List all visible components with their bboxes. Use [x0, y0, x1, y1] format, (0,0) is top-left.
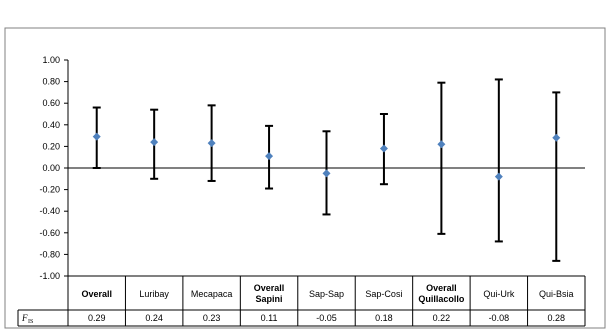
table-value: -0.08	[489, 313, 510, 323]
data-point	[150, 138, 159, 147]
table-value: 0.22	[433, 313, 451, 323]
table-value: 0.23	[203, 313, 221, 323]
category-label: Sap-Cosi	[365, 289, 402, 299]
y-tick-label: 1.00	[42, 55, 60, 65]
y-tick-label: -0.80	[39, 249, 60, 259]
y-tick-label: 0.40	[42, 120, 60, 130]
data-marks	[92, 78, 561, 262]
table-row-subscript: IS	[28, 319, 33, 325]
data-point	[379, 144, 388, 153]
y-tick-label: 0.00	[42, 163, 60, 173]
table-value: 0.18	[375, 313, 393, 323]
data-point	[494, 172, 503, 181]
category-label: Qui-Bsia	[539, 289, 574, 299]
y-tick-label: 0.80	[42, 77, 60, 87]
table-value: -0.05	[316, 313, 337, 323]
data-table: F IS Overall 0.29 Luribay 0.24 Mecapaca 0.23 Ove…	[17, 275, 586, 327]
data-point	[437, 140, 446, 149]
table-value: 0.11	[261, 313, 278, 323]
category-label: Mecapaca	[191, 289, 233, 299]
category-label: Luribay	[139, 289, 169, 299]
y-tick-label: 0.60	[42, 98, 60, 108]
category-label: Qui-Urk	[483, 289, 514, 299]
table-row-label: F	[21, 313, 28, 323]
chart-border	[4, 27, 606, 329]
data-point	[552, 133, 561, 142]
table-value: 0.24	[145, 313, 163, 323]
table-value: 0.28	[548, 313, 566, 323]
category-label: Overall	[81, 289, 112, 299]
y-tick-label: 0.20	[42, 141, 60, 151]
y-tick-label: -0.60	[39, 228, 60, 238]
category-label: Sap-Sap	[309, 289, 344, 299]
y-tick-label: -0.20	[39, 185, 60, 195]
y-tick-label: -1.00	[39, 271, 60, 281]
data-point	[322, 169, 331, 178]
table-value: 0.29	[88, 313, 106, 323]
data-point	[265, 152, 274, 161]
data-point	[207, 139, 216, 148]
data-point	[92, 132, 101, 141]
y-tick-label: -0.40	[39, 206, 60, 216]
category-label: Overall Sapini	[254, 283, 285, 304]
category-label: Overall Quillacollo	[418, 283, 465, 304]
